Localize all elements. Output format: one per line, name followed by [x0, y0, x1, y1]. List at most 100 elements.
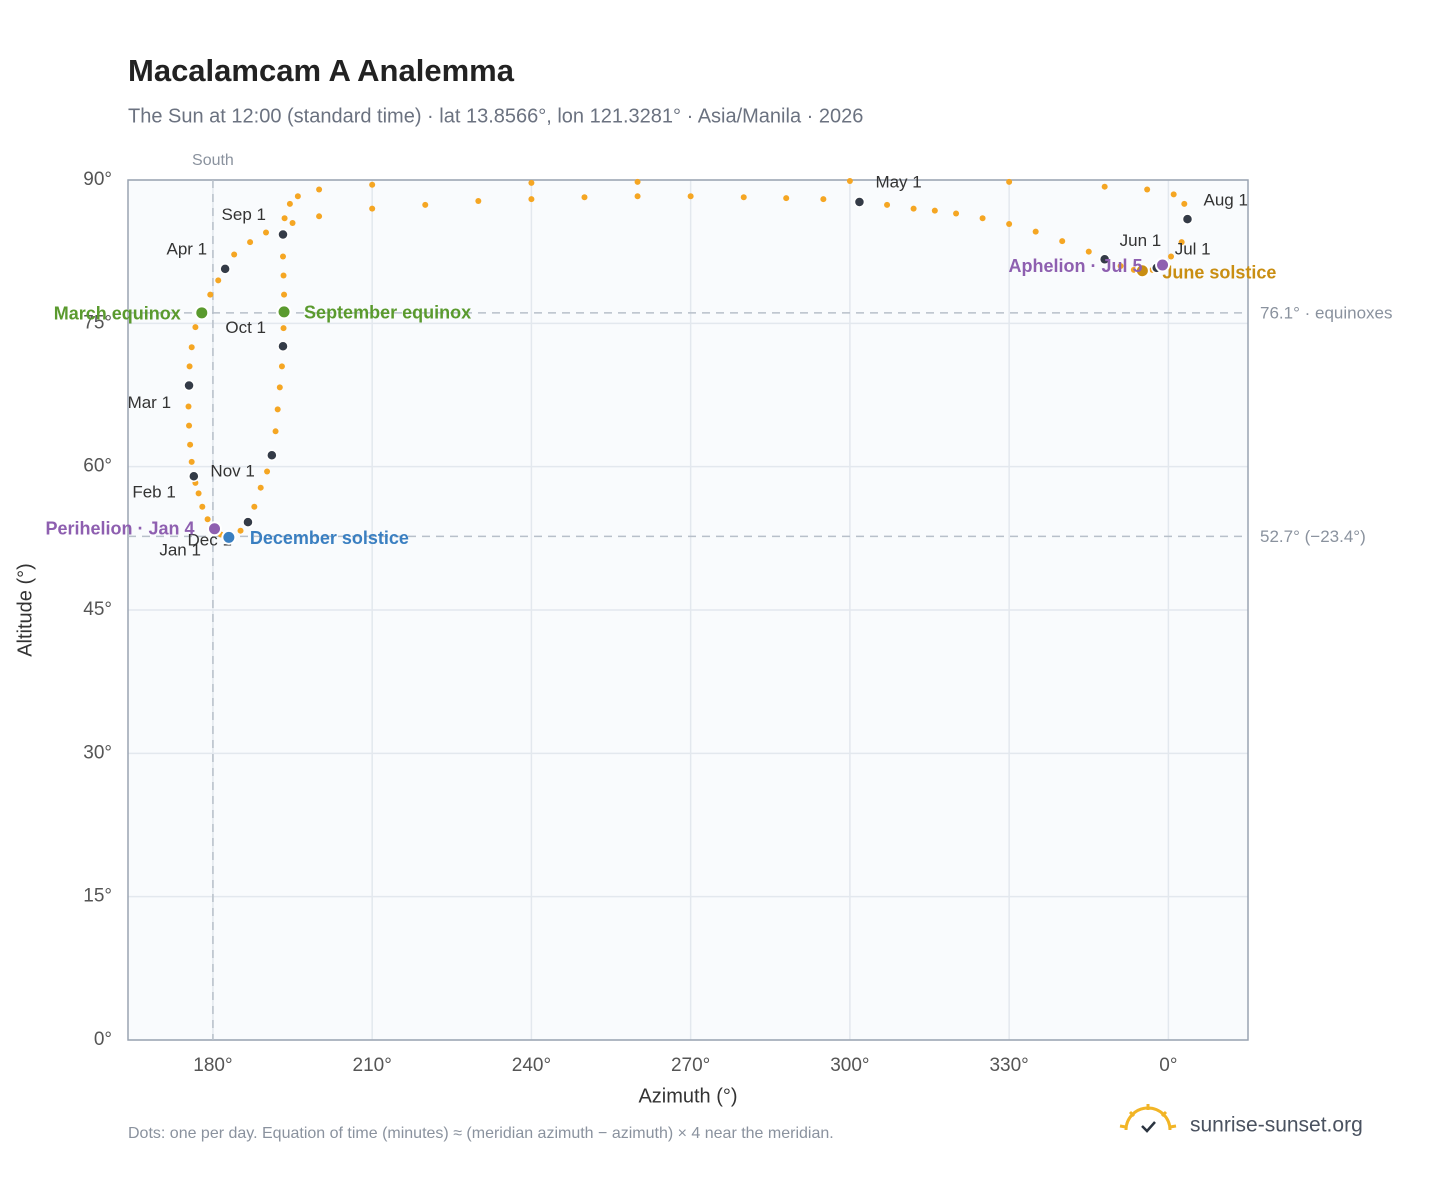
y-tick-label: 15°	[83, 886, 112, 907]
y-axis-label: Altitude (°)	[14, 563, 36, 657]
month-marker	[242, 516, 254, 528]
day-dot	[264, 468, 271, 475]
day-dot	[185, 403, 192, 410]
event-marker	[276, 304, 292, 320]
x-tick-label: 240°	[512, 1055, 551, 1076]
day-dot	[204, 516, 211, 523]
day-dot	[581, 194, 588, 201]
day-dot	[369, 181, 376, 188]
day-dot	[931, 207, 938, 214]
event-marker	[221, 529, 237, 545]
y-tick-label: 75°	[83, 312, 112, 333]
day-dot	[953, 210, 960, 217]
day-dot	[286, 200, 293, 207]
month-label: Mar 1	[128, 393, 171, 412]
day-dot	[186, 363, 193, 370]
meridian-label: South	[192, 152, 234, 169]
x-tick-label: 330°	[989, 1055, 1028, 1076]
day-dot	[294, 193, 301, 200]
event-label: September equinox	[304, 303, 471, 323]
x-axis-label: Azimuth (°)	[638, 1085, 737, 1107]
event-marker	[194, 305, 210, 321]
brand-icon	[1119, 1104, 1177, 1133]
month-label: Sep 1	[222, 205, 266, 224]
day-dot	[820, 196, 827, 203]
day-dot	[281, 291, 288, 298]
day-dot	[231, 251, 238, 258]
day-dot	[528, 179, 535, 186]
day-dot	[846, 177, 853, 184]
day-dot	[1117, 263, 1124, 269]
event-label: December solstice	[250, 528, 409, 548]
month-label: May 1	[875, 172, 921, 191]
day-dot	[1059, 238, 1066, 245]
y-tick-label: 45°	[83, 599, 112, 620]
event-marker	[1134, 263, 1150, 279]
event-label: March equinox	[54, 304, 181, 324]
event-label: Perihelion · Jan 4	[45, 519, 194, 539]
y-tick-label: 90°	[83, 169, 112, 190]
day-dot	[1144, 186, 1151, 193]
day-dot	[687, 193, 694, 200]
chart-subtitle: The Sun at 12:00 (standard time) · lat 1…	[128, 105, 863, 127]
day-dot	[979, 215, 986, 222]
month-marker	[853, 196, 866, 208]
day-dot	[276, 384, 283, 391]
day-dot	[187, 441, 194, 448]
day-dot	[281, 215, 288, 222]
y-tick-label: 60°	[83, 456, 112, 477]
event-label: June solstice	[1162, 263, 1276, 283]
day-dot	[280, 272, 287, 279]
brand: sunrise-sunset.org	[1190, 1114, 1363, 1137]
day-dot	[278, 363, 285, 370]
day-dot	[316, 186, 323, 193]
x-tick-label: 210°	[353, 1055, 392, 1076]
day-dot	[634, 193, 641, 200]
month-label: Jun 1	[1120, 231, 1162, 250]
day-dot	[192, 324, 199, 331]
day-dot	[1178, 239, 1185, 246]
day-dot	[528, 196, 535, 203]
day-dot	[369, 205, 376, 212]
day-dot	[884, 201, 891, 208]
month-label: Dec 1	[188, 531, 232, 550]
event-marker	[1155, 257, 1171, 273]
day-dot	[257, 484, 264, 491]
day-dot	[1006, 178, 1013, 185]
month-label: Jan 1	[159, 540, 201, 559]
day-dot	[1032, 228, 1039, 235]
month-marker	[1181, 213, 1194, 225]
x-tick-label: 180°	[193, 1055, 232, 1076]
day-dot	[195, 490, 202, 497]
day-dot	[475, 198, 482, 205]
reference-label: 76.1° · equinoxes	[1260, 303, 1393, 322]
day-dot	[1085, 248, 1092, 255]
day-dot	[188, 344, 195, 351]
day-dot	[1170, 191, 1177, 198]
day-dot	[188, 458, 195, 465]
month-label: Aug 1	[1203, 191, 1247, 210]
day-dot	[279, 253, 286, 260]
month-label: Jul 1	[1175, 239, 1211, 258]
event-marker	[207, 521, 223, 537]
reference-label: 52.7° (−23.4°)	[1260, 527, 1366, 546]
day-dot	[280, 325, 287, 332]
day-dot	[199, 503, 206, 510]
y-tick-label: 30°	[83, 742, 112, 763]
month-marker	[183, 379, 195, 392]
x-tick-label: 0°	[1159, 1055, 1177, 1076]
event-label: Aphelion · Jul 5	[1009, 256, 1143, 276]
day-dot	[274, 406, 281, 413]
x-tick-label: 300°	[830, 1055, 869, 1076]
day-dot	[1168, 253, 1175, 260]
month-label: Oct 1	[225, 318, 266, 337]
day-dot	[272, 428, 279, 435]
day-dot	[1006, 220, 1013, 227]
month-marker	[277, 228, 289, 241]
day-dot	[783, 195, 790, 202]
day-dot	[740, 194, 747, 201]
day-dot	[1101, 183, 1108, 190]
month-marker	[1098, 253, 1111, 266]
chart-title: Macalamcam A Analemma	[128, 53, 515, 88]
